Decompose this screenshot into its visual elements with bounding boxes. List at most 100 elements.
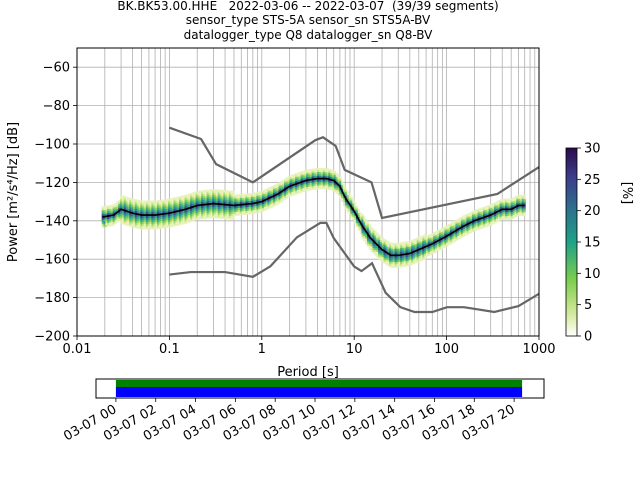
density-cell — [379, 257, 383, 260]
density-cell — [477, 208, 480, 211]
density-cell — [462, 232, 465, 235]
density-cell — [184, 221, 187, 224]
density-cell — [158, 203, 161, 206]
x-tick-label: 0.1 — [159, 342, 180, 357]
density-cell — [184, 213, 187, 217]
density-cell — [110, 212, 114, 215]
density-cell — [151, 200, 154, 203]
density-cell — [291, 189, 294, 193]
density-cell — [182, 199, 185, 202]
density-cell — [282, 197, 285, 200]
density-cell — [442, 232, 445, 236]
density-cell — [287, 191, 290, 194]
density-cell — [483, 208, 486, 211]
density-cell — [153, 206, 156, 209]
density-cell — [319, 173, 322, 176]
density-cell — [473, 211, 477, 215]
density-cell — [132, 218, 136, 221]
density-cell — [368, 245, 372, 248]
density-cell — [282, 181, 285, 184]
density-cell — [112, 215, 115, 219]
density-cell — [444, 229, 447, 233]
density-cell — [241, 207, 244, 210]
density-cell — [116, 216, 119, 219]
density-cell — [191, 203, 195, 207]
density-cell — [195, 196, 198, 200]
density-cell — [136, 205, 139, 208]
density-cell — [344, 191, 348, 195]
density-cell — [409, 253, 412, 257]
density-cell — [315, 185, 318, 188]
density-cell — [201, 192, 204, 195]
density-cell — [460, 224, 464, 227]
density-cell — [414, 247, 418, 250]
density-cell — [234, 200, 237, 203]
density-cell — [153, 225, 156, 228]
density-cell — [444, 237, 447, 240]
density-cell — [208, 199, 211, 202]
density-cell — [484, 207, 488, 211]
density-cell — [252, 194, 255, 197]
density-cell — [381, 247, 384, 250]
density-cell — [182, 210, 185, 213]
density-cell — [210, 189, 213, 192]
density-cell — [477, 223, 480, 227]
density-cell — [121, 206, 125, 210]
density-cell — [433, 233, 436, 237]
density-cell — [503, 212, 506, 215]
psd-plot: 0.01 0.1 1 10 100 1000 −200−180−160−140−120−1… — [6, 47, 556, 380]
density-cell — [363, 229, 366, 232]
density-cell — [481, 226, 484, 229]
density-cell — [451, 229, 454, 232]
density-cell — [508, 200, 512, 203]
density-cell — [403, 251, 407, 254]
density-cell — [127, 202, 130, 206]
density-cell — [481, 211, 484, 214]
density-cell — [282, 185, 285, 188]
density-cell — [403, 256, 407, 260]
density-cell — [468, 231, 471, 234]
density-cell — [199, 209, 202, 212]
density-cell — [169, 200, 173, 203]
density-cell — [407, 248, 410, 251]
density-cell — [127, 204, 130, 208]
density-cell — [114, 218, 117, 221]
density-cell — [365, 224, 368, 228]
density-cell — [394, 242, 397, 245]
density-cell — [488, 220, 491, 223]
density-cell — [418, 253, 421, 257]
density-cell — [171, 220, 174, 224]
density-cell — [138, 211, 141, 214]
density-cell — [392, 261, 395, 265]
density-cell — [208, 212, 211, 215]
density-cell — [190, 192, 193, 196]
density-cell — [357, 216, 360, 219]
density-cell — [271, 205, 274, 208]
density-cell — [505, 210, 508, 213]
density-cell — [219, 189, 222, 192]
density-cell — [328, 185, 331, 189]
density-cell — [381, 239, 384, 242]
density-cell — [186, 221, 189, 224]
density-cell — [274, 199, 278, 202]
density-cell — [516, 195, 519, 198]
density-cell — [151, 204, 154, 207]
density-cell — [191, 194, 195, 197]
density-cell — [166, 198, 169, 202]
density-cell — [125, 215, 128, 219]
density-cell — [368, 239, 372, 243]
density-cell — [219, 212, 222, 215]
density-cell — [145, 219, 149, 222]
density-cell — [155, 209, 158, 213]
density-cell — [291, 187, 294, 191]
density-cell — [199, 207, 202, 211]
density-cell — [173, 203, 176, 206]
density-cell — [140, 208, 143, 211]
colorbar-tick-label: 15 — [584, 236, 601, 251]
density-cell — [440, 233, 443, 237]
density-cell — [284, 178, 287, 181]
density-cell — [459, 230, 462, 234]
density-cell — [162, 216, 165, 219]
density-cell — [212, 192, 215, 196]
density-cell — [343, 188, 346, 191]
